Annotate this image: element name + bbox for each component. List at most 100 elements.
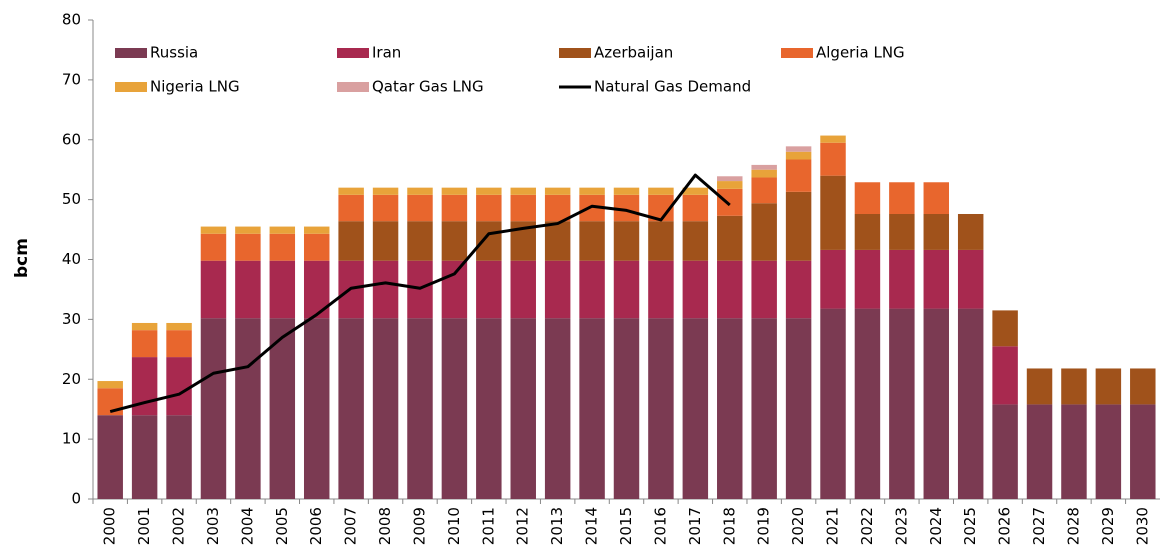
legend-label: Iran xyxy=(372,44,401,62)
bar-segment xyxy=(648,187,674,195)
bar-segment xyxy=(648,318,674,499)
bar-segment xyxy=(648,260,674,319)
bar-segment xyxy=(1061,368,1087,405)
bar-segment xyxy=(957,308,984,499)
x-tick-label: 2030 xyxy=(1133,507,1151,545)
x-tick-label: 2001 xyxy=(135,507,153,545)
bar-segment xyxy=(717,176,743,182)
bar-segment xyxy=(992,404,1018,499)
legend-swatch xyxy=(115,82,147,92)
x-tick-label: 2000 xyxy=(101,507,119,545)
x-tick-label: 2015 xyxy=(617,507,635,545)
legend-label: Algeria LNG xyxy=(816,44,905,62)
bar-segment xyxy=(235,260,261,319)
bar-segment xyxy=(338,221,364,261)
x-tick-label: 2016 xyxy=(651,507,669,545)
bar-segment xyxy=(407,187,433,195)
bar-segment xyxy=(235,233,261,261)
bar-segment xyxy=(751,169,777,178)
bar-segment xyxy=(613,318,640,499)
x-tick-label: 2026 xyxy=(996,507,1014,545)
bar-segment xyxy=(131,322,158,331)
legend-swatch xyxy=(337,48,369,58)
bar-segment xyxy=(613,221,640,261)
bar-segment xyxy=(785,159,812,192)
bar-segment xyxy=(992,310,1018,347)
bar-segment xyxy=(131,330,158,358)
bar-segment xyxy=(751,164,777,170)
bar-segment xyxy=(372,318,399,499)
bar-segment xyxy=(303,318,330,499)
bar-segment xyxy=(338,187,364,195)
legend-label: Nigeria LNG xyxy=(150,78,240,96)
y-tick-label: 80 xyxy=(62,11,81,29)
bar-segment xyxy=(923,249,950,309)
bar-segment xyxy=(200,260,227,319)
legend-label: Natural Gas Demand xyxy=(594,78,751,96)
bar-segment xyxy=(648,221,674,261)
y-tick-label: 10 xyxy=(62,430,81,448)
bar-segment xyxy=(476,318,502,499)
bar-segment xyxy=(1130,404,1156,499)
bar-segment xyxy=(544,221,571,261)
y-tick-label: 50 xyxy=(62,190,81,208)
x-tick-label: 2023 xyxy=(892,507,910,545)
bar-segment xyxy=(441,187,468,195)
bar-segment xyxy=(579,260,605,319)
bar-segment xyxy=(476,221,502,261)
bar-segment xyxy=(889,182,915,214)
bar-segment xyxy=(372,260,399,319)
bar-segment xyxy=(372,194,399,222)
bar-segment xyxy=(820,175,846,250)
y-tick-label: 60 xyxy=(62,130,81,148)
bar-segment xyxy=(1130,368,1156,405)
x-tick-label: 2007 xyxy=(342,507,360,545)
bar-segment xyxy=(854,308,881,499)
x-tick-label: 2020 xyxy=(789,507,807,545)
bar-segment xyxy=(854,182,881,214)
line xyxy=(109,173,731,414)
bar-segment xyxy=(269,226,296,234)
x-tick-label: 2021 xyxy=(824,507,842,545)
bar-segment xyxy=(923,182,950,214)
bar-segment xyxy=(269,233,296,261)
bar-segment xyxy=(682,221,709,261)
bar-segment xyxy=(544,194,571,222)
bar-segment xyxy=(200,226,227,234)
bar-segment xyxy=(97,415,123,499)
bar-segment xyxy=(372,221,399,261)
bar-segment xyxy=(682,187,709,195)
bar-segment xyxy=(510,260,536,319)
bar-segment xyxy=(785,151,812,160)
y-tick-label: 0 xyxy=(71,490,81,508)
bar-segment xyxy=(854,249,881,309)
bar-segment xyxy=(751,203,777,261)
x-tick-label: 2003 xyxy=(204,507,222,545)
bar-segment xyxy=(785,318,812,499)
bar-segment xyxy=(166,330,192,358)
x-tick-label: 2022 xyxy=(858,507,876,545)
bar-segment xyxy=(992,346,1018,405)
bar-segment xyxy=(613,187,640,195)
bar-segment xyxy=(510,318,536,499)
y-tick-label: 40 xyxy=(62,250,81,268)
bar-segment xyxy=(1061,404,1087,499)
bar-segment xyxy=(957,213,984,250)
bar-segment xyxy=(751,260,777,319)
y-tick-label: 70 xyxy=(62,70,81,88)
x-tick-label: 2009 xyxy=(410,507,428,545)
legend-swatch xyxy=(781,48,813,58)
x-tick-label: 2006 xyxy=(307,507,325,545)
x-tick-label: 2008 xyxy=(376,507,394,545)
legend-swatch xyxy=(559,48,591,58)
bar-segment xyxy=(785,146,812,152)
bar-segment xyxy=(441,260,468,319)
bar-segment xyxy=(579,318,605,499)
bar-segment xyxy=(166,415,192,499)
x-tick-label: 2017 xyxy=(686,507,704,545)
bar-segment xyxy=(682,260,709,319)
bar-segment xyxy=(1095,368,1122,405)
bar-segment xyxy=(717,260,743,319)
y-axis-label: bcm xyxy=(12,238,32,278)
